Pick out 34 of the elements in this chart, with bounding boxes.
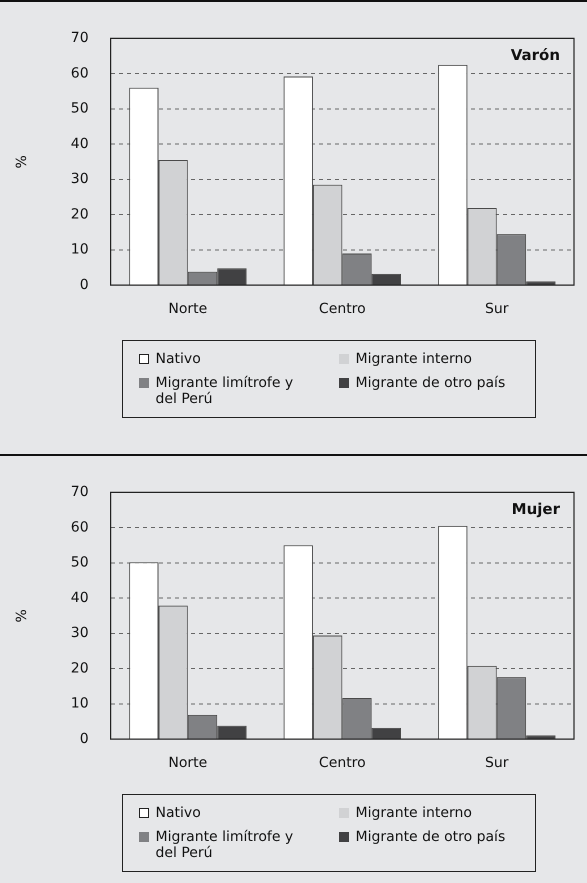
legend-label: Migrante limítrofe y del Perú	[156, 829, 294, 861]
text: Mujer	[512, 500, 561, 518]
y-axis-title: %	[14, 609, 30, 622]
x-tick-label: Norte	[168, 755, 208, 772]
y-tick-label: 30	[70, 171, 89, 188]
text: Varón	[510, 46, 560, 64]
legend-label: Nativo	[156, 351, 202, 367]
legend-label: Migrante de otro país	[356, 375, 506, 391]
y-axis-title: %	[14, 155, 30, 168]
x-tick-label: Centro	[318, 301, 366, 318]
y-tick-label: 10	[70, 242, 89, 258]
y-tick-label: 40	[70, 590, 89, 606]
y-tick-label: 30	[70, 625, 89, 642]
y-tick-label: 70	[70, 30, 89, 46]
y-tick-label: 50	[70, 100, 89, 117]
y-tick-label: 20	[70, 660, 89, 676]
x-tick-label: Centro	[318, 755, 366, 772]
y-tick-label: 60	[70, 519, 89, 536]
y-tick-label: 20	[70, 206, 89, 222]
x-tick-label: Sur	[485, 301, 509, 318]
x-tick-label: Norte	[168, 301, 208, 318]
y-tick-label: 0	[80, 276, 89, 293]
y-tick-label: 70	[70, 484, 89, 500]
y-tick-label: 10	[70, 696, 89, 712]
legend-label: Migrante de otro país	[356, 829, 506, 845]
legend-label: Migrante limítrofe y del Perú	[156, 375, 294, 407]
y-tick-label: 40	[70, 136, 89, 152]
legend-label: Migrante interno	[356, 805, 473, 821]
legend-label: Migrante interno	[356, 351, 473, 367]
y-tick-label: 0	[80, 730, 89, 747]
y-tick-label: 50	[70, 554, 89, 571]
x-tick-label: Sur	[485, 755, 509, 772]
legend-label: Nativo	[156, 805, 202, 821]
y-tick-label: 60	[70, 65, 89, 82]
